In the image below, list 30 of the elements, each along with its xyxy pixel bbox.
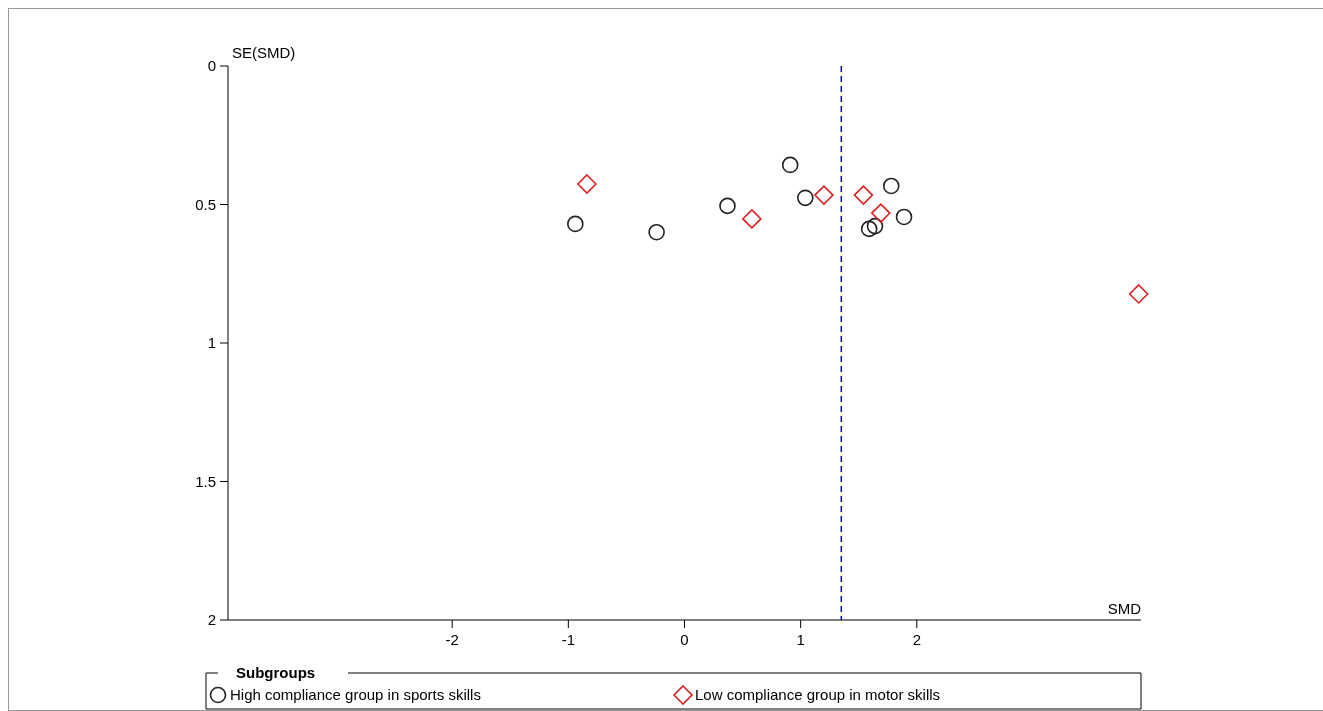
- x-tick-label: -1: [561, 631, 576, 648]
- legend-label: High compliance group in sports skills: [230, 686, 481, 703]
- x-tick-label: -2: [445, 631, 459, 648]
- point: [871, 203, 891, 223]
- point: [719, 197, 736, 215]
- y-tick-label: 0: [207, 57, 216, 75]
- point: [860, 220, 878, 238]
- point: [742, 209, 762, 229]
- x-tick-label: 0: [680, 631, 689, 648]
- point: [1128, 284, 1149, 304]
- y-tick-label: 1: [207, 334, 216, 352]
- point: [895, 208, 913, 226]
- point: [797, 189, 814, 207]
- x-axis-title: SMD: [1107, 600, 1142, 617]
- y-axis-title: SE(SMD): [232, 44, 296, 61]
- legend-title: Subgroups: [236, 664, 316, 681]
- x-tick-label: 1: [796, 631, 805, 648]
- point: [866, 217, 884, 235]
- legend-label: Low compliance group in motor skills: [695, 686, 941, 703]
- x-tick-label: 2: [912, 631, 921, 648]
- point: [781, 156, 799, 174]
- y-tick-label: 2: [207, 611, 216, 629]
- point: [567, 215, 584, 233]
- y-tick-label: 0.5: [195, 195, 216, 213]
- point: [648, 223, 665, 241]
- point: [853, 185, 874, 205]
- point: [814, 185, 834, 205]
- point: [577, 174, 597, 194]
- point: [882, 177, 900, 195]
- y-tick-label: 1.5: [195, 472, 216, 490]
